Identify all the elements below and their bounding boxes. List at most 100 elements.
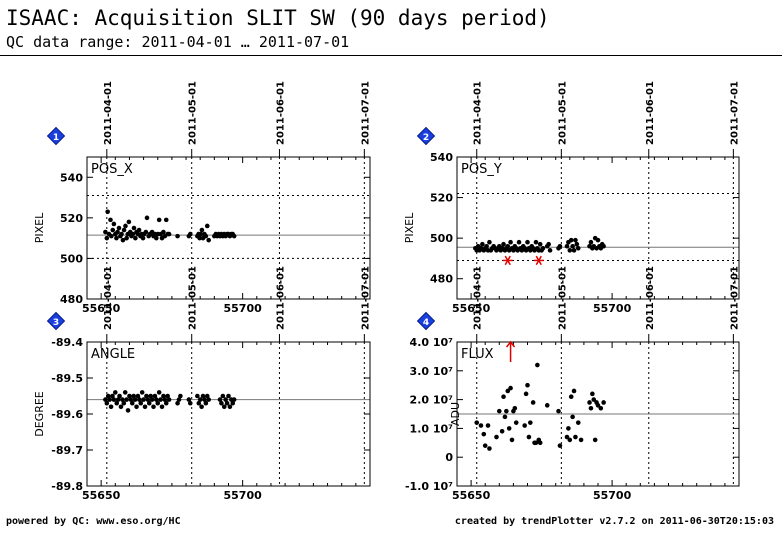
data-point <box>187 231 193 237</box>
data-point <box>166 397 172 402</box>
data-point <box>104 235 110 241</box>
x-tick-label: 55650 <box>452 302 491 315</box>
data-point <box>537 440 543 446</box>
data-point <box>227 404 233 410</box>
outlier-stroke <box>535 255 542 266</box>
data-point <box>116 225 122 231</box>
data-point <box>601 243 606 249</box>
data-point <box>135 393 141 399</box>
data-point <box>111 397 117 402</box>
data-point <box>115 397 121 402</box>
data-point <box>601 400 606 405</box>
y-tick-label: 3.0 10⁷ <box>410 365 454 378</box>
data-point <box>206 237 211 243</box>
data-point <box>540 245 546 251</box>
x-tick-label: 55700 <box>593 489 632 502</box>
footer-powered-by: powered by QC: www.eso.org/HC <box>6 516 181 527</box>
data-point <box>163 217 169 223</box>
date-tick-label: 2011-07-01 <box>729 81 740 145</box>
y-tick-label: 2.0 10⁷ <box>410 394 454 407</box>
y-tick-label: 500 <box>430 232 453 245</box>
data-point <box>151 404 156 410</box>
date-tick-label: 2011-05-01 <box>557 81 568 145</box>
data-point <box>129 400 135 406</box>
data-point <box>132 397 138 402</box>
y-tick-label: -89.6 <box>51 408 83 421</box>
data-point <box>575 420 581 425</box>
data-point <box>144 393 149 399</box>
data-point <box>221 404 227 410</box>
data-point <box>145 397 151 402</box>
data-point <box>105 393 111 399</box>
data-point <box>103 229 108 235</box>
data-point <box>571 388 577 394</box>
data-point <box>220 393 226 399</box>
data-point <box>114 235 119 241</box>
data-point <box>163 400 169 406</box>
data-point <box>516 239 522 245</box>
data-point <box>499 428 505 434</box>
data-point <box>125 408 131 413</box>
data-point <box>154 235 159 241</box>
data-point <box>115 229 120 235</box>
data-point <box>474 420 480 425</box>
panel-label: FLUX <box>461 347 494 362</box>
date-tick-label: 2011-06-01 <box>645 81 656 145</box>
date-tick-label: 2011-06-01 <box>275 81 286 145</box>
data-point <box>148 393 153 399</box>
x-tick-label: 55650 <box>452 489 491 502</box>
data-point <box>530 400 536 405</box>
data-point <box>195 393 200 399</box>
data-point <box>114 400 120 406</box>
date-tick-label: 2011-05-01 <box>557 266 568 330</box>
date-tick-label: 2011-07-01 <box>360 81 371 145</box>
page-title: ISAAC: Acquisition SLIT SW (90 days peri… <box>6 6 550 30</box>
data-point <box>176 397 182 402</box>
data-point <box>575 245 581 251</box>
x-tick-label: 55650 <box>82 489 121 502</box>
data-point <box>523 391 529 397</box>
data-point <box>231 397 237 402</box>
x-tick-label: 55700 <box>593 302 632 315</box>
data-point <box>505 388 511 394</box>
data-point <box>119 231 124 237</box>
data-point <box>175 233 180 239</box>
data-point <box>544 403 550 408</box>
date-tick-label: 2011-05-01 <box>188 266 199 330</box>
data-point <box>146 400 152 406</box>
data-point <box>512 405 518 411</box>
data-point <box>508 239 513 245</box>
y-axis-label: ADU <box>449 402 462 426</box>
data-point <box>224 400 230 406</box>
date-tick-label: 2011-04-01 <box>103 81 114 145</box>
panel-number-badge <box>46 126 66 146</box>
data-point <box>134 404 139 410</box>
data-point <box>501 394 506 400</box>
data-point <box>178 393 183 399</box>
y-axis-label: PIXEL <box>403 212 416 243</box>
data-point <box>159 404 165 410</box>
data-point <box>487 239 492 245</box>
data-point <box>573 237 578 243</box>
panel-label: ANGLE <box>91 347 135 362</box>
data-point <box>166 231 172 237</box>
y-axis-label: DEGREE <box>33 391 46 437</box>
y-tick-label: -89.7 <box>51 444 83 457</box>
data-point <box>546 241 551 247</box>
x-tick-label: 55700 <box>224 489 263 502</box>
data-point <box>566 426 571 431</box>
y-axis-label: PIXEL <box>33 212 46 243</box>
data-point <box>494 434 499 440</box>
y-tick-label: 480 <box>430 273 453 286</box>
panel-number-badge <box>46 311 66 331</box>
data-point <box>142 404 148 410</box>
data-point <box>128 397 134 402</box>
data-point <box>578 437 584 443</box>
data-point <box>204 223 210 229</box>
data-point <box>186 397 192 402</box>
data-point <box>564 434 570 440</box>
y-tick-label: 520 <box>430 192 453 205</box>
data-point <box>223 397 228 402</box>
y-tick-label: -89.5 <box>51 372 83 385</box>
data-point <box>124 397 129 402</box>
